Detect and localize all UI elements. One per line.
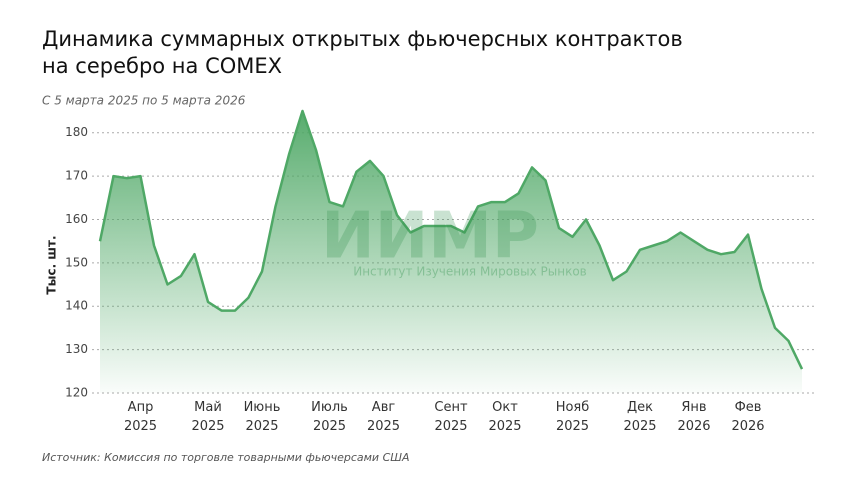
subtitle: С 5 марта 2025 по 5 марта 2026 xyxy=(42,94,246,108)
watermark-text: Институт Изучения Мировых Рынков xyxy=(353,265,587,279)
title: Динамика суммарных открытых фьючерсных к… xyxy=(42,27,683,51)
x-tick-label: Июнь 2025 xyxy=(243,400,281,434)
y-tick-label: 140 xyxy=(65,299,88,313)
watermark-logo: ИИМР xyxy=(321,200,539,274)
x-tick-label: Июль 2025 xyxy=(311,400,348,434)
x-tick-label: Фев 2026 xyxy=(731,400,765,434)
source: Источник: Комиссия по торговле товарными… xyxy=(42,451,410,464)
area xyxy=(100,111,802,393)
title: на серебро на COMEX xyxy=(42,54,282,78)
y-tick-label: 170 xyxy=(65,169,88,183)
x-tick-label: Авг 2025 xyxy=(366,400,401,434)
x-tick-label: Сент 2025 xyxy=(434,400,468,434)
x-tick-label: Янв 2026 xyxy=(677,400,711,434)
y-label: Тыс. шт. xyxy=(45,235,59,294)
y-tick-label: 150 xyxy=(65,255,88,269)
line xyxy=(98,109,804,370)
y-tick-label: 180 xyxy=(65,125,88,139)
x-tick-label: Дек 2025 xyxy=(623,400,657,434)
x-tick-label: Май 2025 xyxy=(191,400,225,434)
y-tick-label: 120 xyxy=(65,386,88,400)
y-tick-label: 160 xyxy=(65,212,88,226)
x-tick-label: Окт 2025 xyxy=(488,400,522,434)
x-tick-label: Апр 2025 xyxy=(123,400,158,434)
x-tick-label: Нояб 2025 xyxy=(555,400,590,434)
y-tick-label: 130 xyxy=(65,342,88,356)
